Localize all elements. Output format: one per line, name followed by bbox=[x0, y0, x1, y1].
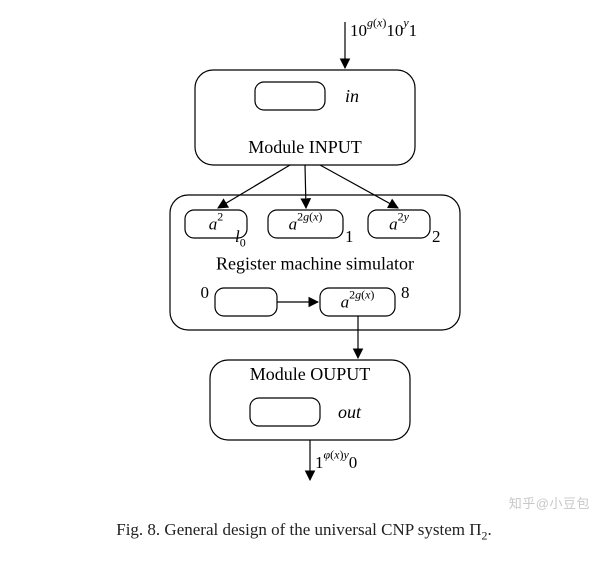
arrow-1 bbox=[218, 165, 290, 208]
side-label-in_cell: in bbox=[345, 86, 359, 106]
module-title-output: Module OUPUT bbox=[250, 364, 371, 384]
side-label-out_cell: out bbox=[338, 402, 362, 422]
cell-in_cell bbox=[255, 82, 325, 110]
cell-r_0 bbox=[215, 288, 277, 316]
figure-caption: Fig. 8. General design of the universal … bbox=[0, 520, 608, 543]
caption-suffix: . bbox=[488, 520, 492, 539]
right-label-r_8: 8 bbox=[401, 283, 410, 302]
corner-r_l0: l0 bbox=[235, 227, 246, 249]
corner-r_2: 2 bbox=[432, 227, 441, 246]
caption-symbol: Π bbox=[469, 520, 481, 539]
cell-content-r_l0: a2 bbox=[209, 209, 224, 233]
free-label-1: 1φ(x)y0 bbox=[315, 448, 357, 472]
arrow-3 bbox=[320, 165, 398, 208]
caption-prefix: Fig. 8. General design of the universal … bbox=[116, 520, 469, 539]
free-label-0: 10g(x)10y1 bbox=[350, 16, 417, 40]
left-label-r_0: 0 bbox=[201, 283, 210, 302]
cell-out_cell bbox=[250, 398, 320, 426]
module-title-input: Module INPUT bbox=[248, 137, 362, 157]
corner-r_1: 1 bbox=[345, 227, 354, 246]
module-title-sim: Register machine simulator bbox=[216, 253, 414, 273]
cell-content-r_2: a2y bbox=[389, 209, 410, 233]
arrow-2 bbox=[305, 165, 306, 208]
cell-content-r_8: a2g(x) bbox=[341, 287, 375, 311]
cell-content-r_1: a2g(x) bbox=[289, 209, 323, 233]
